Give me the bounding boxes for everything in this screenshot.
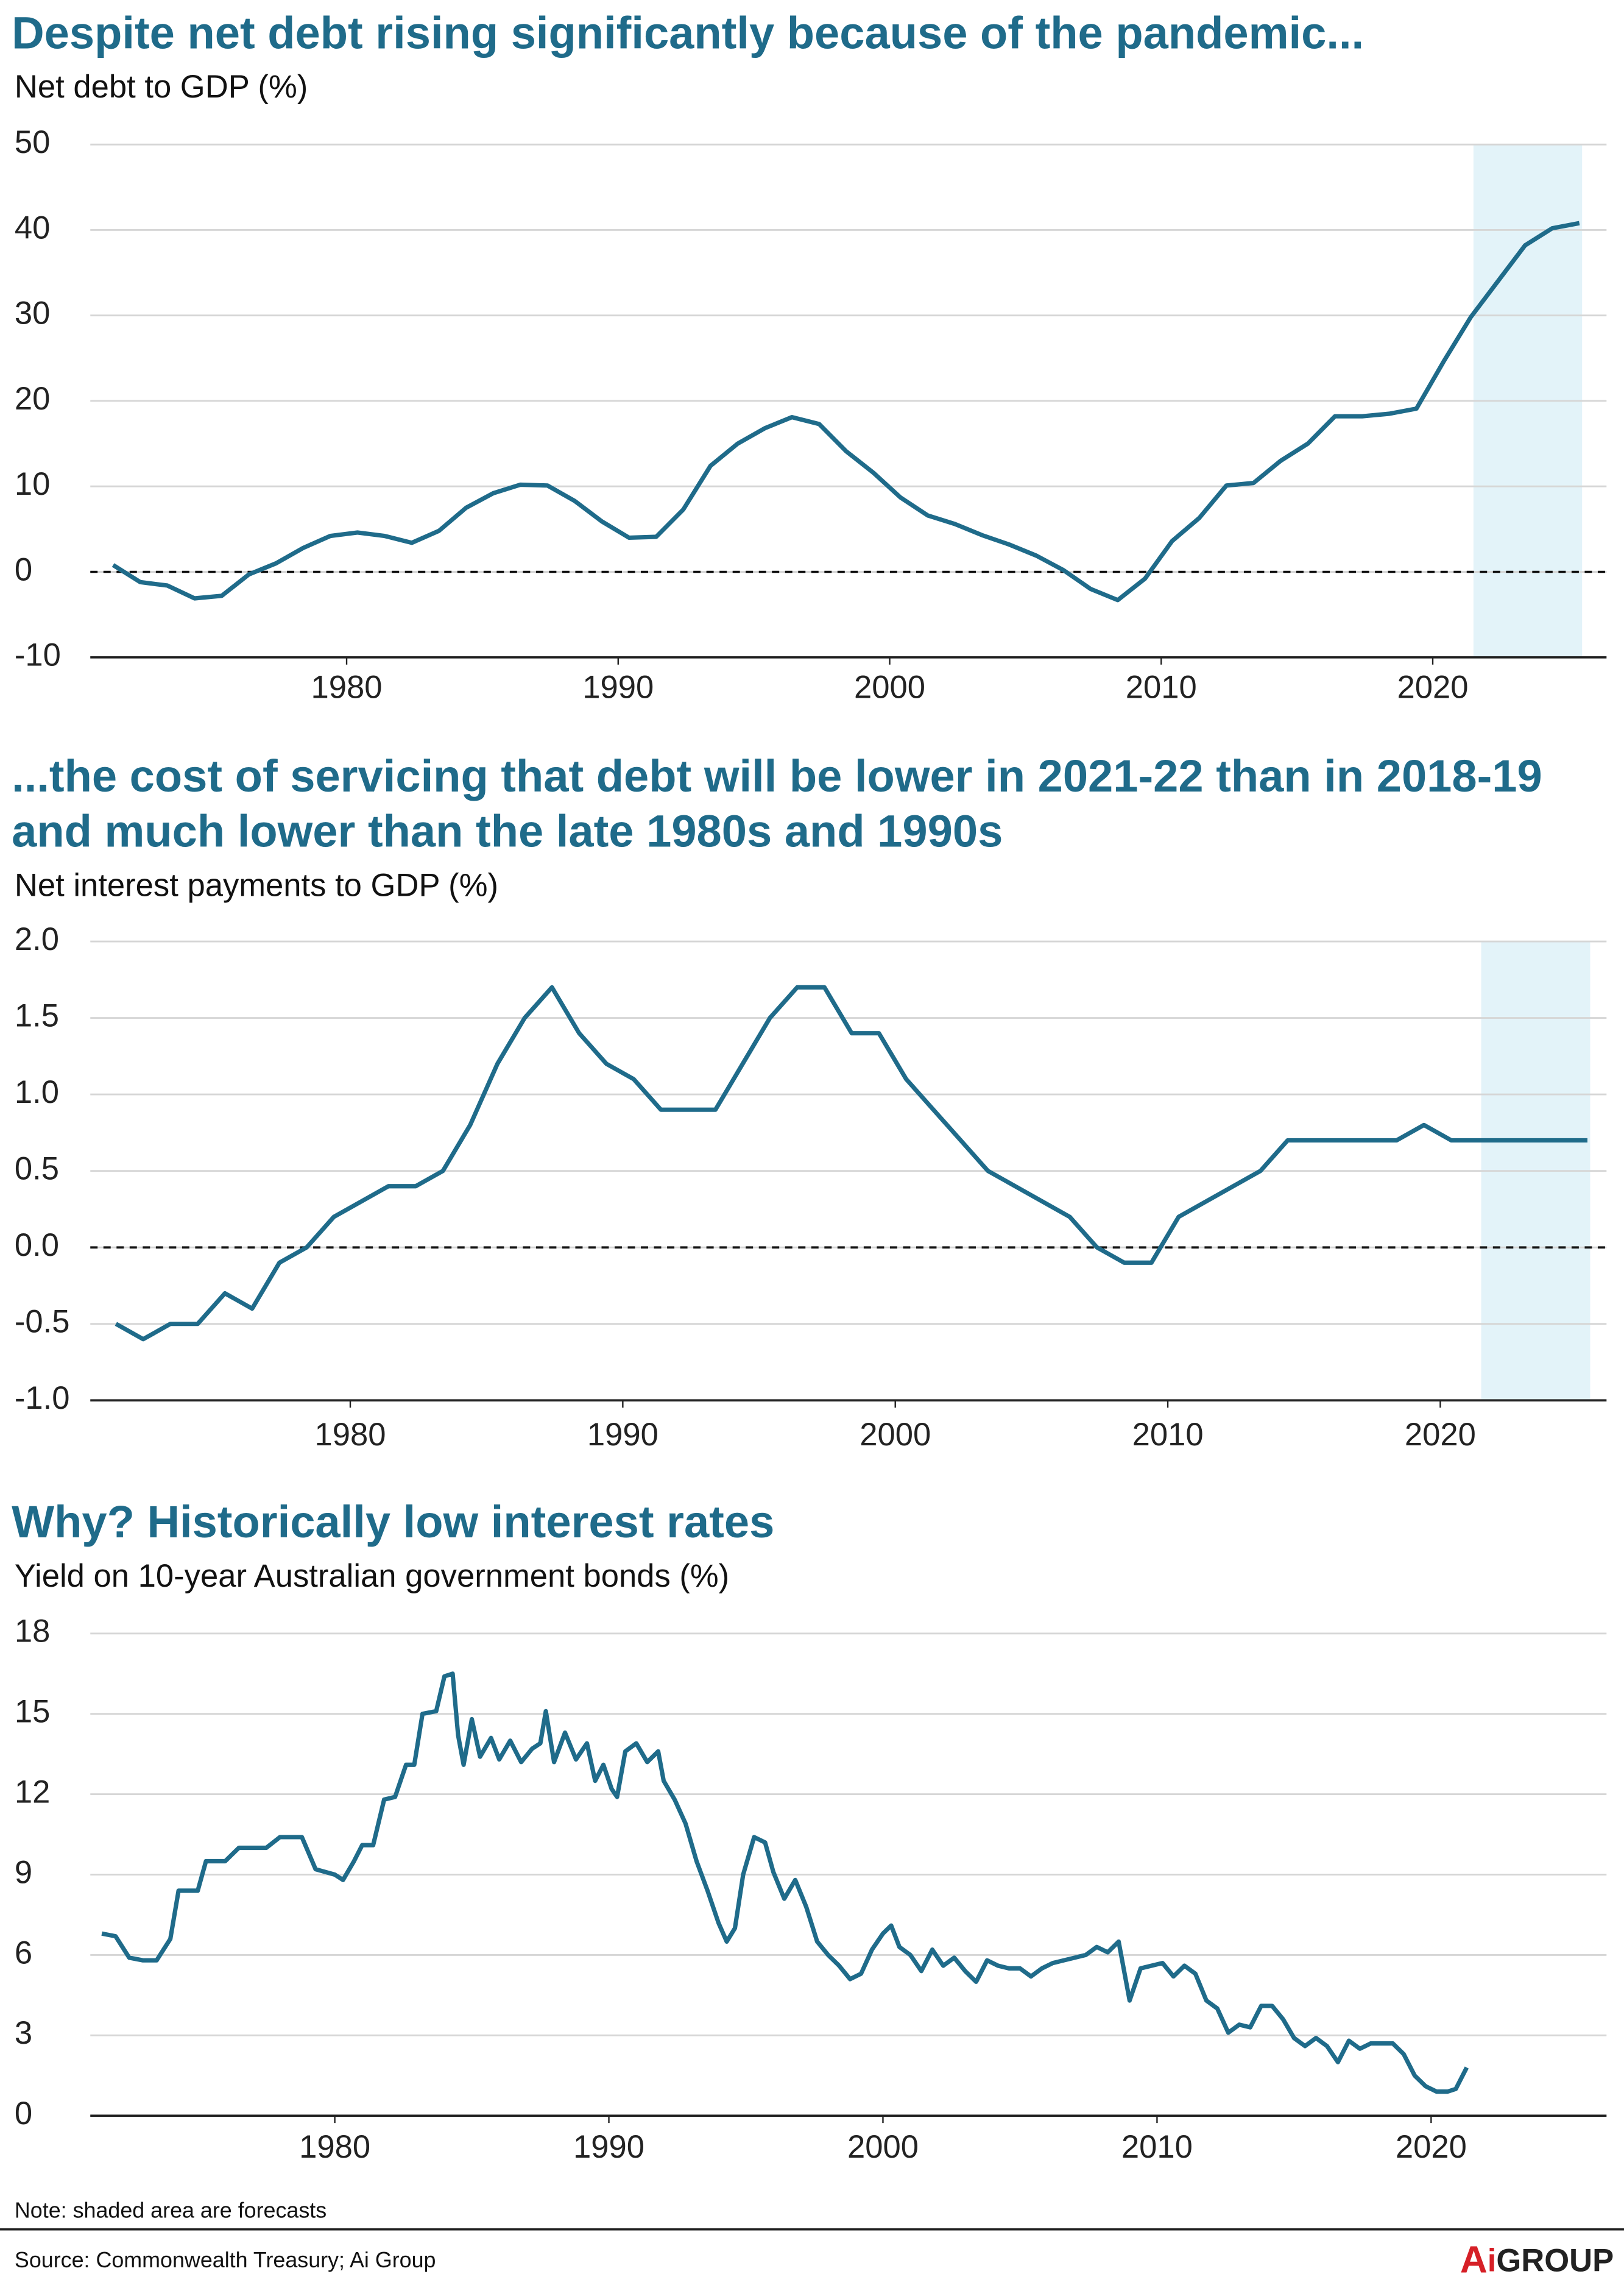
- y-tick-label: 1.5: [15, 997, 59, 1033]
- y-tick-label: 0.5: [15, 1151, 59, 1187]
- chart-title: Why? Historically low interest rates: [12, 1497, 775, 1548]
- y-tick-label: 3: [15, 2015, 32, 2051]
- y-tick-label: 10: [15, 466, 51, 502]
- charts: Despite net debt rising significantly be…: [12, 7, 1607, 2165]
- source: Source: Commonwealth Treasury; Ai Group: [15, 2248, 436, 2272]
- y-tick-label: 20: [15, 381, 51, 417]
- y-tick-label: 50: [15, 124, 51, 160]
- x-tick-label: 2000: [847, 2129, 919, 2165]
- x-tick-label: 2020: [1405, 1417, 1476, 1453]
- y-axis-label: Net debt to GDP (%): [15, 69, 308, 105]
- y-tick-label: 15: [15, 1694, 51, 1730]
- data-line: [115, 985, 1587, 1342]
- data-line: [101, 1671, 1469, 2094]
- logo-group: GROUP: [1496, 2243, 1614, 2279]
- y-tick-label: 0.0: [15, 1227, 59, 1263]
- x-tick-label: 2010: [1126, 669, 1197, 705]
- x-tick-label: 1990: [582, 669, 654, 705]
- x-tick-label: 2010: [1132, 1417, 1204, 1453]
- note: Note: shaded area are forecasts: [15, 2198, 327, 2222]
- x-tick-label: 2020: [1397, 669, 1469, 705]
- x-tick-label: 1980: [299, 2129, 370, 2165]
- title-box: ...the cost of servicing that debt will …: [12, 750, 1542, 857]
- data-line: [111, 221, 1580, 603]
- y-tick-label: 30: [15, 296, 51, 331]
- y-tick-label: -1.0: [15, 1380, 70, 1416]
- x-tick-label: 1980: [311, 669, 383, 705]
- y-tick-label: 18: [15, 1614, 51, 1649]
- x-tick-label: 2010: [1121, 2129, 1193, 2165]
- y-tick-label: -0.5: [15, 1304, 70, 1340]
- chart: ...the cost of servicing that debt will …: [12, 750, 1607, 1453]
- y-tick-label: -10: [15, 637, 61, 673]
- logo-i: i: [1488, 2243, 1497, 2279]
- y-tick-label: 40: [15, 210, 51, 246]
- x-tick-label: 2000: [854, 669, 925, 705]
- y-tick-label: 12: [15, 1774, 51, 1810]
- chart-title: ...the cost of servicing that debt will …: [12, 750, 1542, 857]
- title-box: Despite net debt rising significantly be…: [12, 7, 1365, 59]
- x-tick-label: 1990: [573, 2129, 644, 2165]
- y-tick-label: 1.0: [15, 1074, 59, 1110]
- logo: AiGROUP: [1460, 2239, 1614, 2281]
- y-tick-label: 9: [15, 1854, 32, 1890]
- y-axis-label: Yield on 10-year Australian government b…: [15, 1558, 729, 1594]
- chart: Why? Historically low interest rates Yiel…: [12, 1497, 1607, 2165]
- x-tick-label: 1980: [315, 1417, 386, 1453]
- chart-title: Despite net debt rising significantly be…: [12, 7, 1365, 59]
- y-tick-label: 0: [15, 2095, 32, 2131]
- x-tick-label: 2000: [860, 1417, 931, 1453]
- x-tick-label: 2020: [1396, 2129, 1467, 2165]
- title-box: Why? Historically low interest rates: [12, 1497, 775, 1548]
- y-tick-label: 6: [15, 1935, 32, 1971]
- chart: Despite net debt rising significantly be…: [12, 7, 1607, 705]
- y-tick-label: 0: [15, 551, 32, 587]
- y-axis-label: Net interest payments to GDP (%): [15, 867, 498, 903]
- x-tick-label: 1990: [587, 1417, 658, 1453]
- y-tick-label: 2.0: [15, 921, 59, 957]
- logo-a: A: [1460, 2239, 1488, 2281]
